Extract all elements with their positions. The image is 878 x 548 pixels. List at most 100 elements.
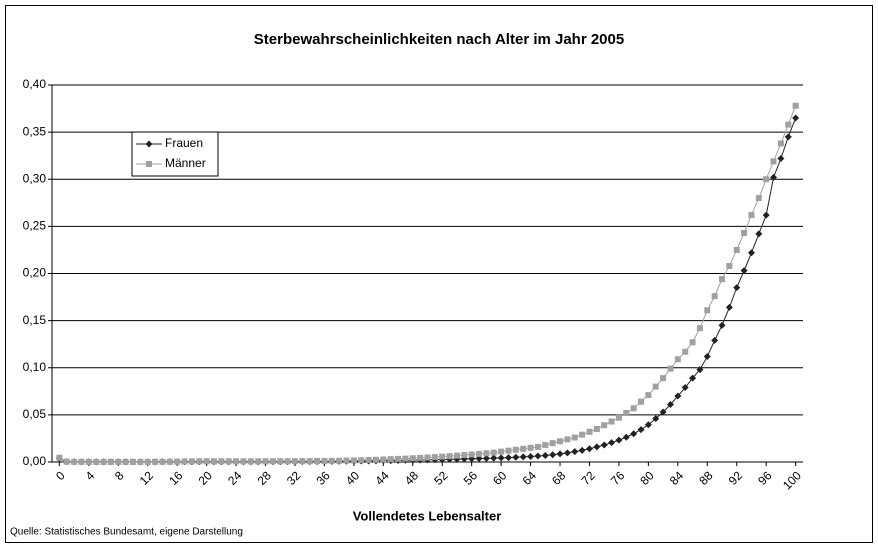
data-point — [755, 230, 763, 238]
data-point — [402, 455, 409, 462]
y-tick-label: 0,35 — [23, 124, 47, 138]
data-point — [314, 458, 321, 465]
data-point — [497, 454, 505, 462]
data-point — [644, 421, 652, 429]
data-point — [196, 458, 203, 465]
data-point — [519, 453, 527, 461]
data-point — [387, 456, 394, 463]
data-point — [542, 442, 549, 449]
data-point — [777, 140, 784, 147]
data-point — [56, 454, 63, 461]
data-point — [527, 444, 534, 451]
data-point — [615, 414, 622, 421]
data-point — [520, 445, 527, 452]
data-point — [468, 451, 475, 458]
data-point — [380, 456, 387, 463]
legend-box — [131, 131, 219, 177]
data-point — [482, 454, 490, 462]
data-point — [78, 458, 85, 465]
data-point — [549, 440, 556, 447]
data-point — [490, 449, 497, 456]
data-point — [262, 458, 269, 465]
legend-marker — [145, 140, 153, 148]
data-point — [630, 430, 638, 438]
data-point — [129, 458, 136, 465]
data-point — [601, 422, 608, 429]
data-point — [299, 458, 306, 465]
data-point — [571, 448, 579, 456]
data-point — [645, 392, 652, 399]
data-point — [115, 458, 122, 465]
data-point — [792, 114, 800, 122]
data-point — [328, 457, 335, 464]
data-point — [585, 445, 593, 453]
data-point — [770, 158, 777, 165]
data-point — [718, 321, 726, 329]
data-point — [306, 458, 313, 465]
data-point — [490, 454, 498, 462]
data-point — [703, 352, 711, 360]
data-point — [505, 447, 512, 454]
data-point — [512, 453, 520, 461]
data-point — [233, 458, 240, 465]
data-point — [203, 458, 210, 465]
data-point — [740, 267, 748, 275]
data-point — [85, 458, 92, 465]
data-point — [623, 409, 630, 416]
data-point — [652, 415, 660, 423]
data-point — [255, 458, 262, 465]
data-point — [748, 212, 755, 219]
legend-label: Männer — [165, 156, 206, 170]
data-point — [122, 458, 129, 465]
data-point — [689, 339, 696, 346]
data-point — [446, 453, 453, 460]
data-point — [725, 303, 733, 311]
data-point — [240, 458, 247, 465]
data-point — [284, 458, 291, 465]
data-point — [784, 133, 792, 141]
legend-marker — [146, 161, 152, 167]
y-tick-label: 0,00 — [23, 454, 47, 468]
data-point — [755, 195, 762, 202]
data-point — [747, 249, 755, 257]
y-tick-label: 0,10 — [23, 360, 47, 374]
data-point — [579, 431, 586, 438]
data-point — [659, 408, 667, 416]
data-point — [682, 348, 689, 355]
data-point — [630, 405, 637, 412]
data-point — [652, 383, 659, 390]
data-point — [365, 457, 372, 464]
data-point — [593, 443, 601, 451]
data-point — [527, 453, 535, 461]
data-point — [770, 173, 778, 181]
data-point — [166, 458, 173, 465]
y-tick-label: 0,30 — [23, 171, 47, 185]
data-point — [476, 450, 483, 457]
data-point — [395, 455, 402, 462]
data-point — [696, 366, 704, 374]
data-point — [667, 365, 674, 372]
data-point — [100, 458, 107, 465]
source-note: Quelle: Statistisches Bundesamt, eigene … — [10, 527, 243, 538]
data-point — [188, 458, 195, 465]
chart-title: Sterbewahrscheinlichkeiten nach Alter im… — [254, 31, 624, 48]
data-point — [93, 458, 100, 465]
y-tick-label: 0,05 — [23, 407, 47, 421]
data-point — [63, 458, 70, 465]
data-point — [461, 452, 468, 459]
data-point — [763, 176, 770, 183]
data-point — [350, 457, 357, 464]
data-point — [534, 443, 541, 450]
data-point — [210, 458, 217, 465]
y-tick-label: 0,20 — [23, 266, 47, 280]
legend-label: Frauen — [165, 136, 203, 150]
data-point — [762, 211, 770, 219]
data-point — [637, 426, 645, 434]
data-point — [453, 452, 460, 459]
data-point — [571, 434, 578, 441]
data-point — [417, 454, 424, 461]
data-point — [711, 336, 719, 344]
data-point — [336, 457, 343, 464]
data-point — [674, 356, 681, 363]
